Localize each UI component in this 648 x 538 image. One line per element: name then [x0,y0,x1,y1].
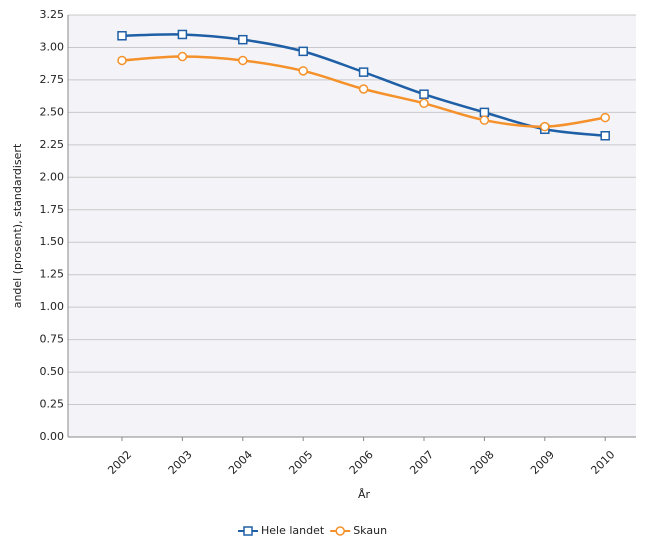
marker [540,121,550,132]
y-tick-label: 1.50 [40,235,65,248]
y-axis-title: andel (prosent), standardisert [11,143,24,308]
marker [243,526,253,536]
marker [117,31,127,41]
y-tick-label: 2.75 [40,73,65,86]
y-tick-label: 2.25 [40,138,65,151]
x-tick-label: 2006 [347,448,376,477]
y-tick-label: 3.00 [40,40,65,53]
y-tick-label: 0.25 [40,398,65,411]
x-tick-label: 2005 [286,448,315,477]
y-tick-label: 3.25 [40,8,65,21]
marker [358,84,369,94]
marker [600,131,610,141]
marker [419,98,429,109]
x-tick-label: 2004 [226,448,255,477]
marker [238,34,248,45]
y-tick-label: 1.75 [40,203,65,216]
marker [177,29,188,40]
marker [479,107,490,118]
x-tick-label: 2008 [468,448,497,477]
marker [335,526,345,536]
x-axis-title: År [358,488,371,501]
x-tick-label: 2009 [528,448,557,477]
marker [298,46,308,57]
x-tick-label: 2007 [407,448,436,477]
y-tick-label: 2.00 [40,170,65,183]
x-tick-label: 2002 [105,448,134,477]
y-tick-label: 0.75 [40,333,65,346]
x-tick-label: 2003 [166,448,195,477]
y-tick-label: 2.50 [40,105,65,118]
marker [479,115,490,125]
marker [177,51,188,62]
marker [117,55,127,66]
marker [298,66,308,76]
y-tick-label: 0.50 [40,365,65,378]
marker [358,67,369,77]
y-tick-label: 1.25 [40,268,65,281]
marker [238,55,248,66]
legend-label: Hele landet [261,524,325,537]
legend-label: Skaun [353,524,387,537]
x-tick-label: 2010 [588,448,617,477]
y-tick-label: 1.00 [40,300,65,313]
marker [600,112,610,123]
y-tick-label: 0.00 [40,430,65,443]
marker [419,89,429,99]
plot-area [68,15,636,437]
